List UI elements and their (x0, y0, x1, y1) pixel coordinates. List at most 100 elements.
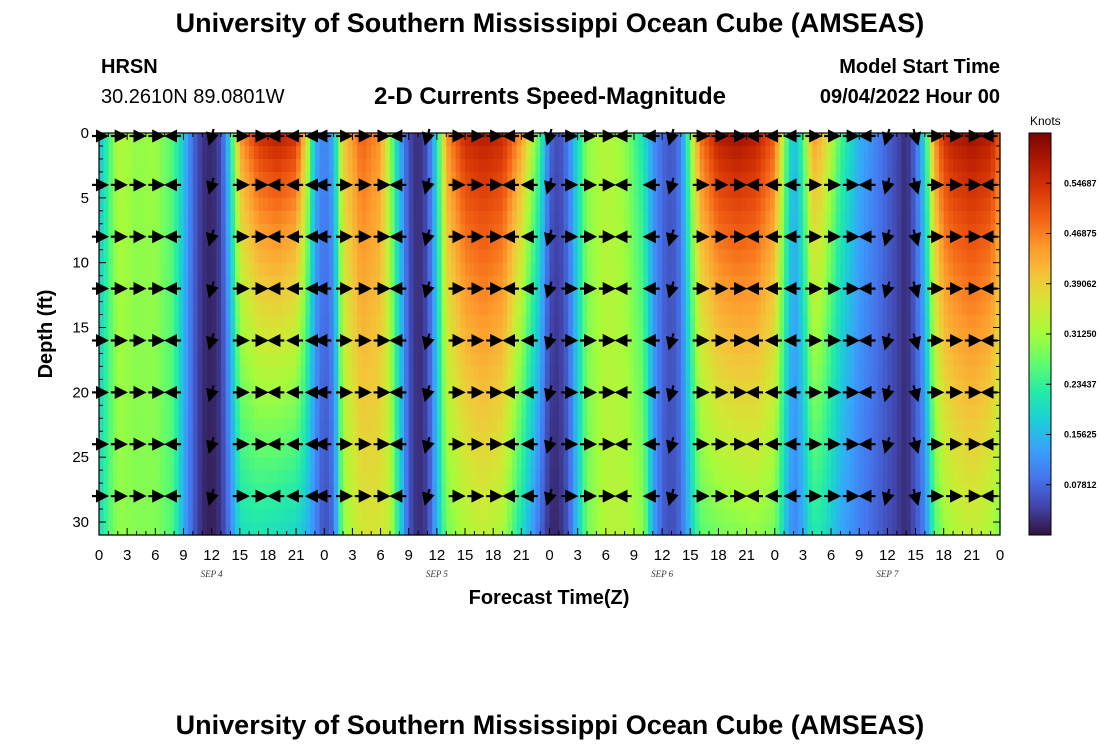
heatmap-cell (821, 496, 827, 510)
heatmap-cell (244, 210, 250, 225)
heatmap-cell (760, 496, 766, 510)
heatmap-cell (235, 457, 241, 471)
heatmap-cell (554, 210, 560, 225)
heatmap-cell (418, 496, 424, 510)
heatmap-cell (145, 340, 152, 355)
heatmap-cell (343, 470, 349, 484)
heatmap-cell (291, 496, 297, 510)
heatmap-cell (802, 288, 809, 303)
heatmap-cell (389, 249, 396, 264)
heatmap-cell (361, 262, 368, 277)
heatmap-cell (169, 275, 175, 290)
heatmap-cell (587, 444, 593, 458)
heatmap-cell (798, 457, 804, 471)
heatmap-cell (671, 353, 677, 368)
heatmap-cell (746, 379, 752, 393)
heatmap-cell (821, 301, 827, 316)
heatmap-cell (648, 340, 654, 355)
heatmap-cell (765, 353, 771, 368)
heatmap-cell (99, 353, 105, 368)
heatmap-cell (282, 184, 288, 199)
heatmap-cell (145, 522, 152, 536)
heatmap-cell (657, 340, 663, 355)
heatmap-cell (784, 133, 790, 147)
heatmap-cell (770, 327, 776, 342)
heatmap-cell (258, 509, 264, 523)
heatmap-cell (99, 223, 105, 238)
heatmap-cell (469, 509, 476, 523)
heatmap-cell (366, 327, 372, 342)
heatmap-cell (554, 457, 560, 471)
heatmap-cell (380, 327, 386, 342)
heatmap-cell (741, 405, 748, 419)
heatmap-cell (357, 470, 363, 484)
heatmap-cell (235, 522, 241, 536)
heatmap-cell (145, 366, 152, 380)
heatmap-cell (427, 184, 433, 199)
heatmap-cell (436, 249, 443, 264)
heatmap-cell (127, 171, 133, 186)
heatmap-cell (816, 184, 823, 199)
heatmap-cell (831, 249, 837, 264)
heatmap-cell (643, 171, 649, 186)
heatmap-cell (160, 236, 166, 251)
heatmap-cell (117, 457, 124, 471)
heatmap-cell (760, 327, 766, 342)
heatmap-cell (160, 262, 166, 277)
heatmap-cell (699, 210, 705, 225)
heatmap-cell (267, 418, 274, 432)
heatmap-cell (540, 288, 546, 303)
heatmap-cell (460, 509, 466, 523)
heatmap-cell (300, 184, 307, 199)
heatmap-cell (113, 379, 119, 393)
heatmap-cell (183, 184, 189, 199)
heatmap-cell (507, 366, 513, 380)
heatmap-cell (314, 496, 321, 510)
heatmap-cell (633, 210, 640, 225)
heatmap-cell (718, 301, 724, 316)
heatmap-cell (831, 236, 837, 251)
heatmap-cell (427, 496, 433, 510)
heatmap-cell (732, 249, 738, 264)
heatmap-cell (324, 197, 330, 212)
heatmap-cell (779, 483, 785, 497)
heatmap-cell (511, 353, 518, 368)
heatmap-cell (812, 223, 818, 238)
heatmap-cell (558, 158, 565, 173)
heatmap-cell (732, 353, 738, 368)
heatmap-cell (427, 366, 433, 380)
heatmap-cell (619, 275, 626, 290)
heatmap-cell (366, 314, 372, 329)
heatmap-cell (662, 275, 668, 290)
heatmap-cell (385, 327, 391, 342)
heatmap-cell (192, 379, 199, 393)
heatmap-cell (389, 353, 396, 368)
heatmap-cell (784, 314, 790, 329)
heatmap-cell (502, 431, 508, 445)
heatmap-cell (169, 509, 175, 523)
heatmap-cell (99, 470, 105, 484)
heatmap-cell (141, 444, 147, 458)
heatmap-cell (432, 392, 438, 406)
heatmap-cell (113, 145, 119, 160)
heatmap-cell (507, 340, 513, 355)
heatmap-cell (596, 275, 602, 290)
heatmap-cell (328, 444, 335, 458)
heatmap-cell (638, 522, 644, 536)
heatmap-cell (619, 184, 626, 199)
heatmap-cell (333, 275, 339, 290)
heatmap-cell (488, 262, 494, 277)
heatmap-cell (746, 340, 752, 355)
heatmap-cell (479, 171, 485, 186)
heatmap-cell (122, 236, 128, 251)
heatmap-cell (286, 197, 292, 212)
heatmap-cell (516, 275, 522, 290)
heatmap-cell (258, 197, 264, 212)
heatmap-cell (605, 314, 612, 329)
heatmap-cell (821, 366, 827, 380)
heatmap-cell (174, 405, 180, 419)
heatmap-cell (328, 405, 335, 419)
heatmap-cell (727, 483, 734, 497)
heatmap-cell (788, 457, 795, 471)
heatmap-cell (657, 184, 663, 199)
